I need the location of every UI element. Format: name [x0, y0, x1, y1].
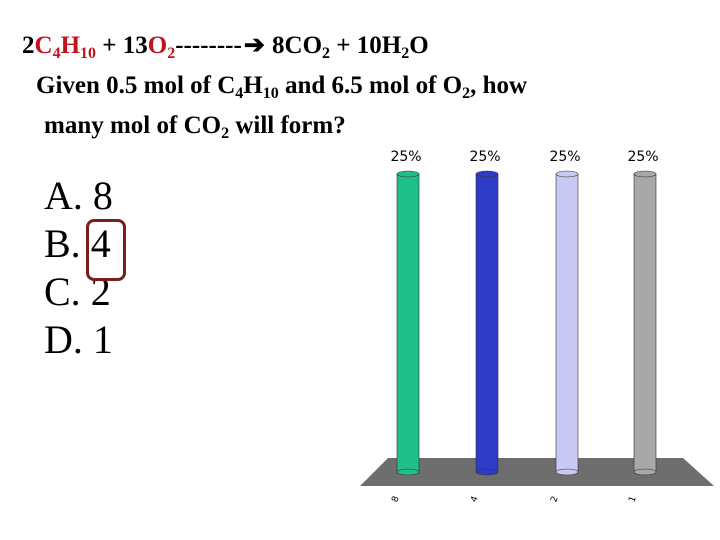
eq-h2o-end: O	[409, 32, 429, 59]
tick-label-1: 1	[627, 495, 638, 504]
eq-carbon-sub: 4	[52, 45, 61, 62]
q2-part-a: many mol of CO	[44, 112, 222, 139]
q1-sub-2: 10	[262, 85, 279, 102]
eq-product1-sub: 2	[322, 45, 331, 62]
data-label-1: 25%	[627, 149, 658, 165]
eq-coef1: 2	[22, 32, 35, 59]
q1-part-a: Given 0.5 mol of C	[36, 72, 236, 99]
q1-sub-1: 4	[235, 85, 244, 102]
bar-top-2	[555, 170, 579, 178]
tick-label-8: 8	[390, 495, 401, 504]
reaction-equation: 2C4H10 + 13O2--------➔ 8CO2 + 10H2O	[22, 30, 429, 62]
bar-top-4	[475, 170, 499, 178]
bar-top-1	[633, 170, 657, 178]
correct-answer-highlight-box	[86, 219, 126, 281]
option-a-value: 8	[92, 173, 113, 218]
option-b-letter: B.	[44, 221, 81, 266]
option-a[interactable]: A. 8	[44, 172, 113, 220]
bar-base-1	[633, 468, 657, 476]
answer-options: A. 8 B. 4 C. 2 D. 1	[44, 172, 113, 364]
tick-label-2: 2	[549, 495, 560, 504]
bar-4	[475, 173, 499, 473]
option-c-letter: C.	[44, 269, 81, 314]
arrow-icon: ➔	[243, 32, 265, 59]
q1-part-b: H	[243, 72, 263, 99]
option-a-letter: A.	[44, 173, 83, 218]
bar-2	[555, 173, 579, 473]
eq-oxygen-sub: 2	[167, 45, 176, 62]
q2-sub: 2	[221, 125, 230, 142]
eq-plus1: + 13	[96, 32, 148, 59]
eq-oxygen: O	[147, 32, 168, 59]
data-label-2: 25%	[549, 149, 580, 165]
eq-plus2: + 10H	[330, 32, 402, 59]
tick-label-4: 4	[469, 495, 480, 504]
eq-h2o-sub: 2	[401, 45, 410, 62]
eq-dashes: --------	[175, 32, 242, 59]
eq-hydrogen-sub: 10	[80, 45, 97, 62]
chart-floor	[360, 458, 714, 486]
bar-base-8	[396, 468, 420, 476]
data-label-8: 25%	[390, 149, 421, 165]
question-line-1: Given 0.5 mol of C4H10 and 6.5 mol of O2…	[36, 72, 528, 102]
bar-base-2	[555, 468, 579, 476]
bar-base-4	[475, 468, 499, 476]
q1-part-c: and 6.5 mol of O	[278, 72, 463, 99]
option-d[interactable]: D. 1	[44, 316, 113, 364]
bar-1	[633, 173, 657, 473]
option-d-letter: D.	[44, 317, 83, 362]
option-d-value: 1	[92, 317, 113, 362]
eq-hydrogen: H	[60, 32, 81, 59]
data-label-4: 25%	[469, 149, 500, 165]
eq-product1: 8CO	[265, 32, 323, 59]
eq-carbon: C	[34, 32, 53, 59]
bar-top-8	[396, 170, 420, 178]
q1-sub-3: 2	[462, 85, 471, 102]
q1-part-d: , how	[470, 72, 528, 99]
option-b-value: 4	[90, 221, 111, 266]
q2-part-b: will form?	[229, 112, 346, 139]
question-line-2: many mol of CO2 will form?	[44, 112, 346, 142]
option-b[interactable]: B. 4	[44, 220, 113, 268]
bar-8	[396, 173, 420, 473]
